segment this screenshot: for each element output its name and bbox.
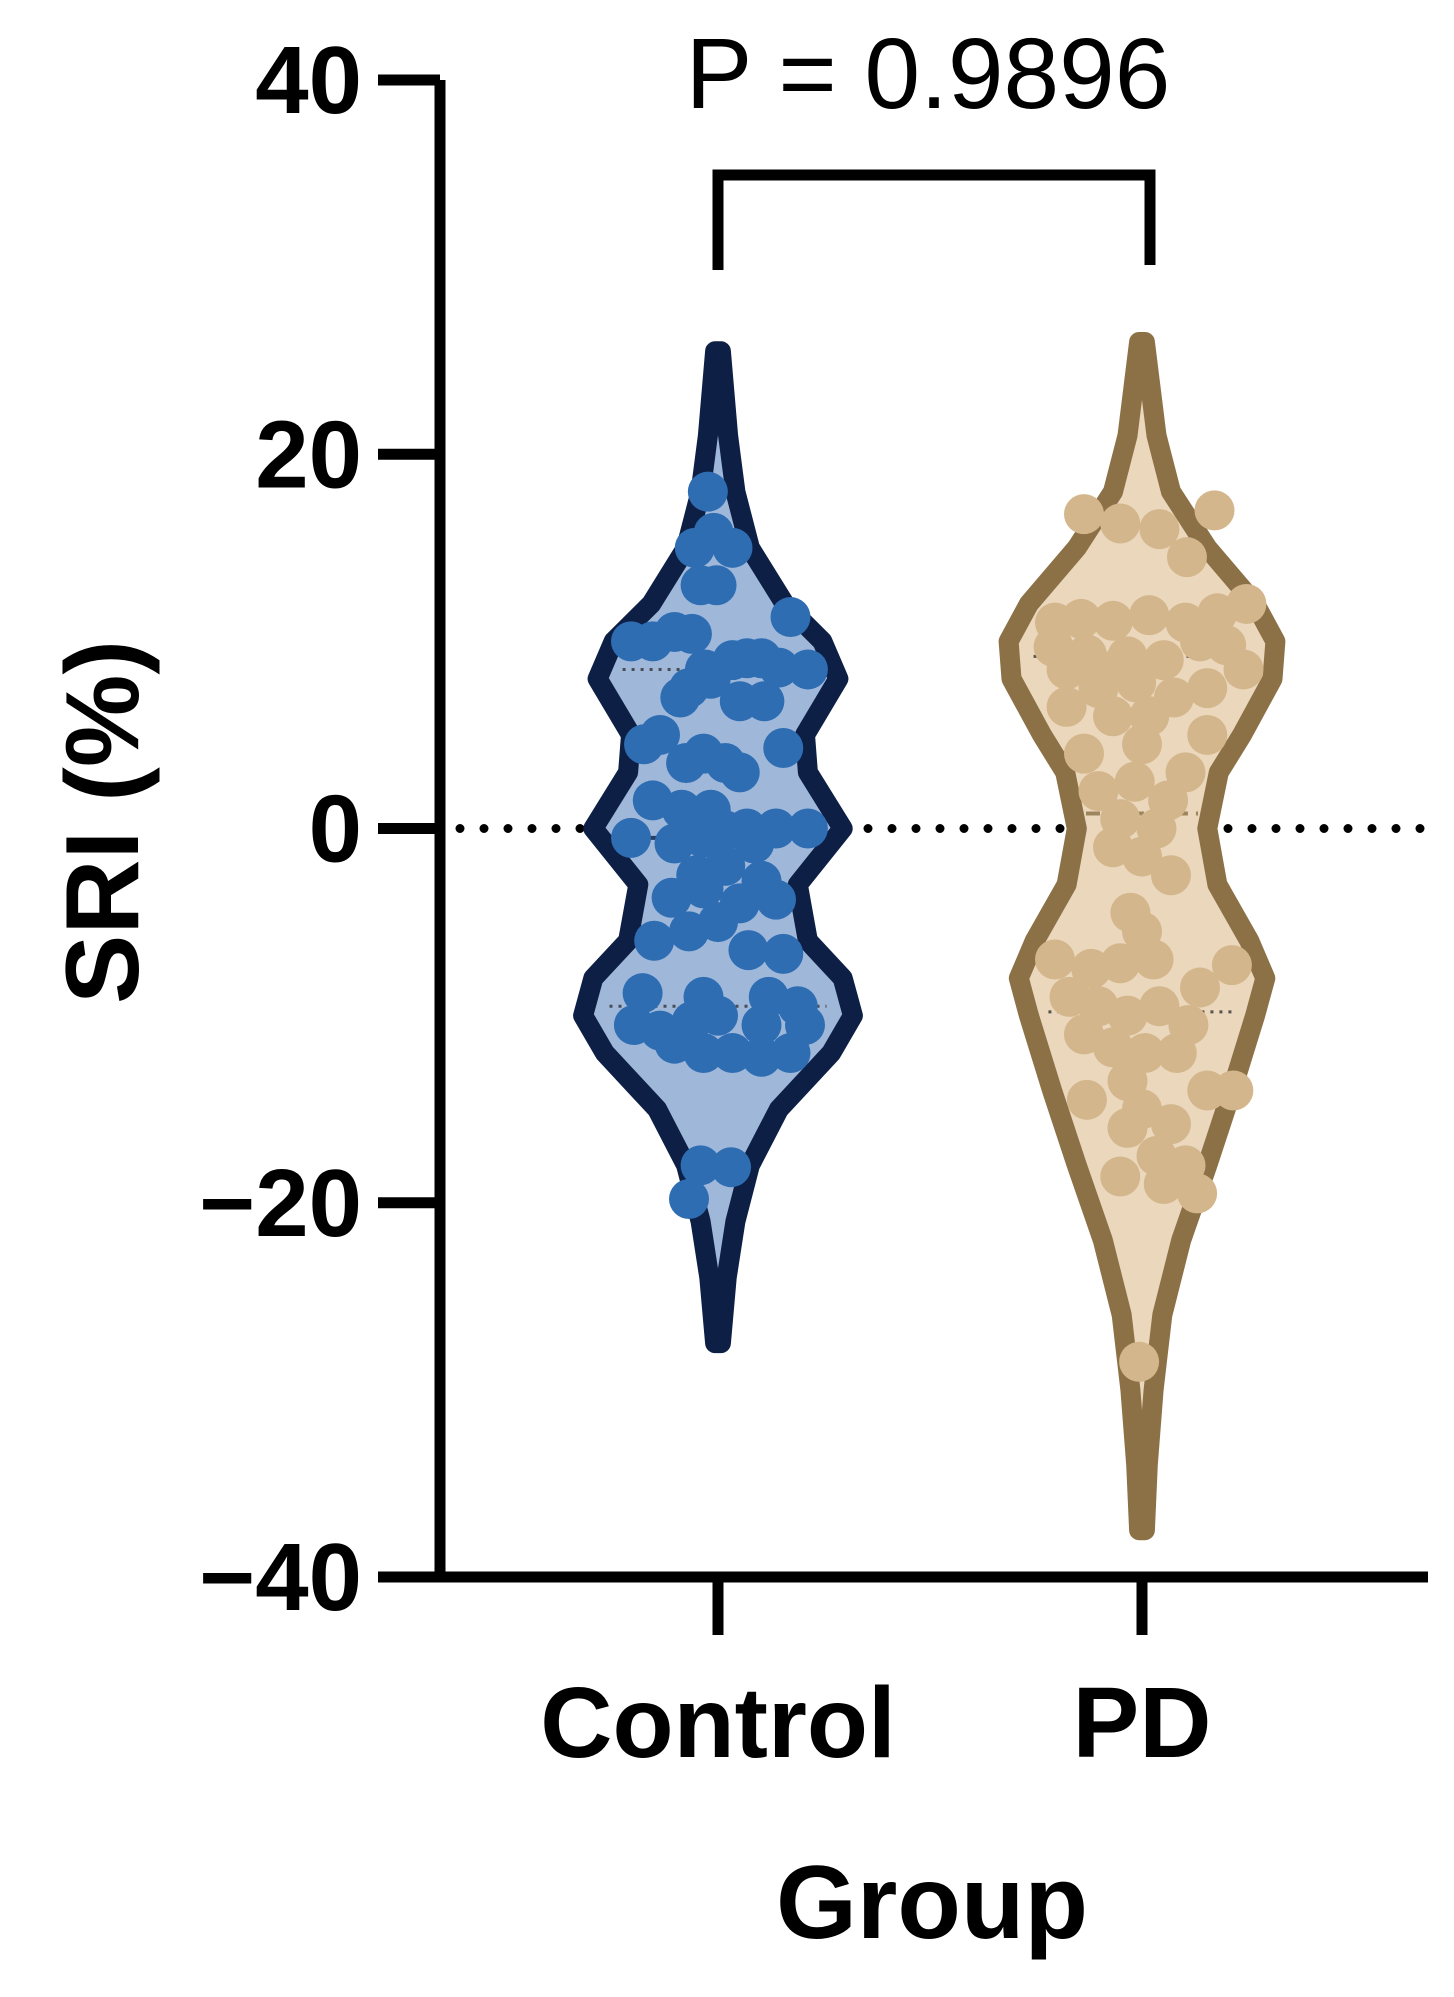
axis-layer: 40 20 0 −20 −40 Control PD [199, 27, 1428, 1779]
y-tick-label: 40 [255, 27, 362, 134]
x-axis-title: Group [776, 1845, 1088, 1961]
data-point [744, 681, 785, 722]
data-point [1187, 668, 1228, 709]
x-tick-label: Control [540, 1667, 895, 1779]
data-point [1046, 686, 1087, 727]
data-point [1143, 640, 1184, 681]
data-point [1151, 855, 1191, 896]
data-point [671, 613, 712, 654]
data-point [1046, 649, 1087, 690]
data-point [1064, 733, 1104, 774]
data-point [712, 1033, 753, 1074]
data-point [728, 930, 769, 971]
data-point [1166, 537, 1207, 578]
data-point [711, 1147, 752, 1188]
data-point [680, 1145, 721, 1186]
p-value-label: P = 0.9896 [686, 18, 1171, 130]
data-point [696, 565, 737, 606]
data-point [1211, 945, 1252, 986]
data-point [758, 647, 799, 688]
data-point [651, 877, 692, 918]
data-point [1100, 943, 1141, 984]
data-point [770, 597, 811, 638]
y-tick-label: 20 [255, 401, 362, 508]
data-point [787, 808, 828, 849]
data-point [1061, 598, 1102, 639]
data-point [660, 677, 701, 718]
data-point [1100, 503, 1141, 544]
y-axis-title: SRI (%) [45, 640, 161, 1004]
data-point [1122, 836, 1162, 877]
data-point [1177, 1173, 1218, 1214]
data-point [1107, 995, 1148, 1036]
data-point [734, 823, 775, 864]
data-point [698, 995, 738, 1036]
data-point [1194, 490, 1235, 531]
data-point [1213, 1070, 1254, 1111]
data-point [763, 728, 804, 769]
data-point [1139, 509, 1180, 550]
points-layer [611, 471, 1267, 1382]
data-point [1093, 600, 1133, 641]
y-tick-label: −40 [199, 1524, 362, 1631]
data-point [712, 527, 753, 568]
data-point [687, 471, 728, 512]
data-point [1187, 714, 1228, 755]
data-point [1066, 1079, 1107, 1120]
data-point [1093, 696, 1133, 737]
data-point [1139, 986, 1180, 1027]
data-point [770, 1033, 811, 1074]
data-point [669, 1179, 709, 1220]
data-point [1133, 939, 1174, 980]
data-point [1226, 583, 1267, 624]
data-point [1119, 1341, 1160, 1382]
data-point [1151, 1104, 1191, 1145]
data-point [1180, 967, 1220, 1008]
data-point [1223, 649, 1264, 690]
data-point [1114, 761, 1155, 802]
data-point [1100, 1156, 1141, 1197]
significance-bracket [712, 169, 1156, 270]
data-point [634, 920, 675, 961]
data-point [1122, 724, 1162, 765]
data-point [661, 789, 702, 830]
data-point [624, 724, 665, 765]
data-point [1143, 1164, 1184, 1205]
x-tick-label: PD [1073, 1667, 1212, 1779]
data-point [1064, 494, 1104, 535]
data-point [1035, 939, 1075, 980]
data-point [741, 1004, 782, 1045]
data-point [683, 868, 724, 909]
data-point [756, 879, 796, 920]
y-tick-label: 0 [309, 776, 362, 883]
data-point [763, 933, 804, 974]
y-tick-label: −20 [199, 1150, 362, 1257]
data-point [1129, 595, 1170, 636]
data-point [1156, 1033, 1197, 1074]
data-point [787, 649, 828, 690]
data-point [611, 817, 651, 858]
data-point [1116, 662, 1157, 703]
data-point [1093, 1027, 1133, 1068]
data-point [1078, 771, 1119, 812]
data-point [698, 902, 738, 943]
data-point [1107, 1107, 1148, 1148]
data-point [622, 973, 663, 1014]
data-point [719, 752, 760, 793]
data-point [741, 1036, 782, 1077]
data-point [683, 1033, 724, 1074]
